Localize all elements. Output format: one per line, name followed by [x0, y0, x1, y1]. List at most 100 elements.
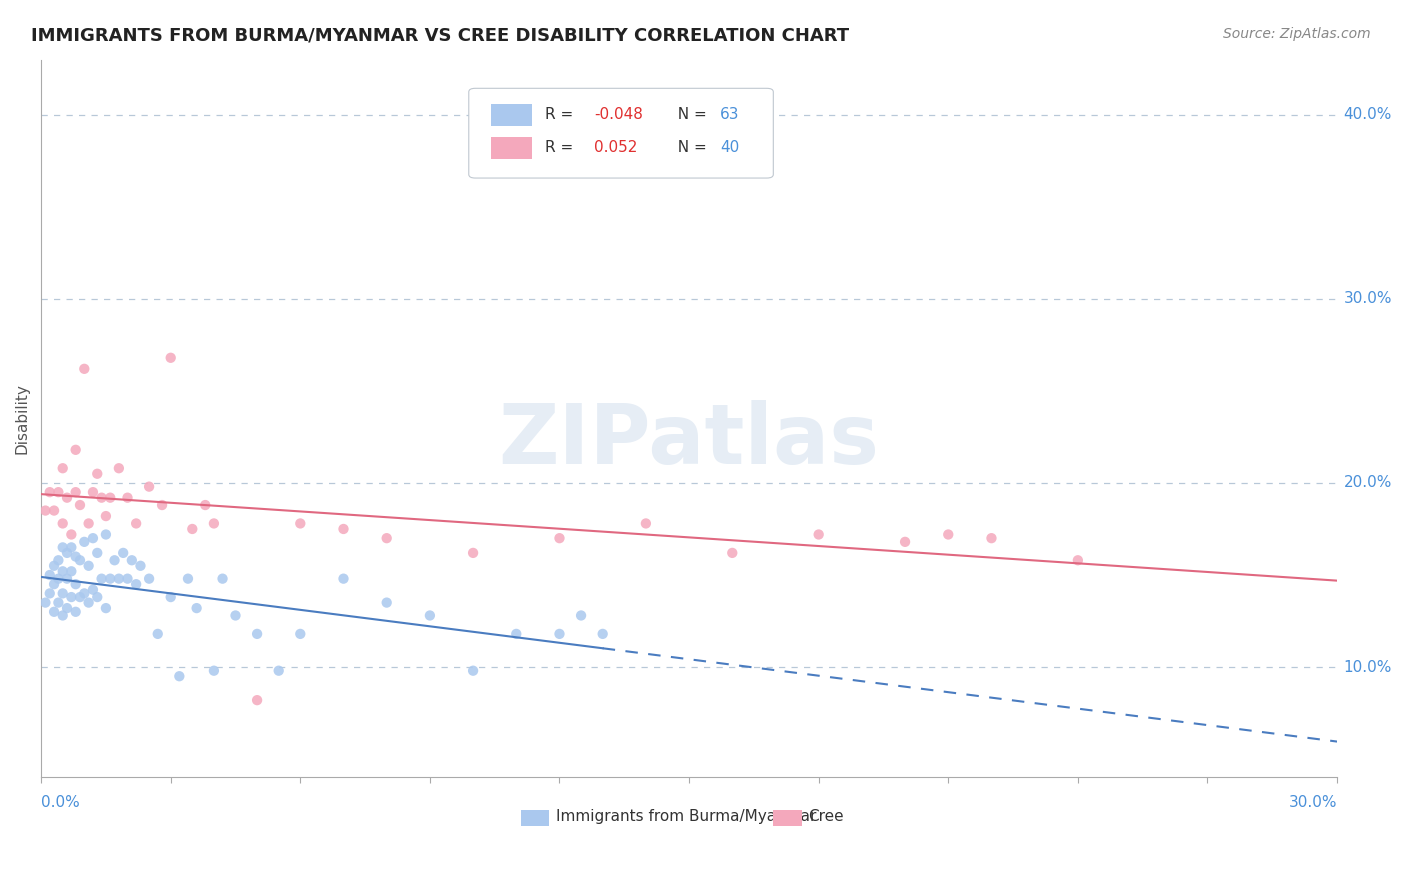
Point [94, 601, 117, 615]
Point [56, 572, 79, 586]
Point [117, 572, 139, 586]
Point [112, 546, 135, 560]
Point [375, 531, 398, 545]
Point [52, 461, 75, 475]
Point [73, 534, 96, 549]
Point [60, 590, 83, 604]
Point [159, 351, 181, 365]
Text: Source: ZipAtlas.com: Source: ZipAtlas.com [1223, 27, 1371, 41]
Point [52, 564, 75, 578]
Point [90, 572, 112, 586]
Point [108, 461, 131, 475]
Point [82, 531, 104, 545]
Text: 63: 63 [720, 107, 740, 122]
Point [65, 605, 87, 619]
Point [1067, 553, 1090, 567]
Point [894, 534, 917, 549]
Point [98, 572, 121, 586]
FancyBboxPatch shape [773, 810, 801, 826]
Point [461, 664, 484, 678]
Text: 10.0%: 10.0% [1344, 659, 1392, 674]
Point [129, 558, 152, 573]
Point [34, 503, 56, 517]
Point [246, 693, 269, 707]
FancyBboxPatch shape [491, 137, 533, 159]
Point [186, 601, 208, 615]
Point [807, 527, 830, 541]
Point [42, 503, 65, 517]
Text: 30.0%: 30.0% [1288, 796, 1337, 811]
Point [60, 564, 83, 578]
Point [194, 498, 217, 512]
Point [548, 531, 571, 545]
Point [211, 572, 233, 586]
Point [980, 531, 1002, 545]
Point [52, 608, 75, 623]
Point [60, 527, 83, 541]
Point [77, 516, 100, 531]
Point [332, 522, 354, 536]
Point [52, 541, 75, 555]
Text: R =: R = [546, 140, 583, 155]
Point [48, 572, 70, 586]
Point [48, 596, 70, 610]
Point [48, 553, 70, 567]
Point [90, 491, 112, 505]
Text: 0.0%: 0.0% [41, 796, 80, 811]
Point [419, 608, 441, 623]
Point [548, 627, 571, 641]
Point [569, 608, 592, 623]
Point [56, 546, 79, 560]
Point [48, 485, 70, 500]
Point [98, 491, 121, 505]
Point [65, 485, 87, 500]
Point [169, 669, 191, 683]
Point [332, 572, 354, 586]
Point [125, 516, 148, 531]
Text: 20.0%: 20.0% [1344, 475, 1392, 491]
Point [290, 627, 312, 641]
Point [65, 577, 87, 591]
Point [267, 664, 290, 678]
Point [592, 627, 614, 641]
Point [94, 527, 117, 541]
Point [177, 572, 200, 586]
Point [121, 553, 143, 567]
Text: N =: N = [668, 107, 711, 122]
Point [77, 596, 100, 610]
Text: -0.048: -0.048 [595, 107, 644, 122]
Text: 30.0%: 30.0% [1344, 292, 1392, 306]
Point [65, 549, 87, 564]
Text: 40: 40 [720, 140, 740, 155]
Point [202, 664, 225, 678]
Text: N =: N = [668, 140, 711, 155]
Point [375, 596, 398, 610]
Point [69, 553, 91, 567]
Point [94, 509, 117, 524]
Point [117, 491, 139, 505]
Point [146, 627, 169, 641]
Point [103, 553, 125, 567]
Text: 0.052: 0.052 [595, 140, 638, 155]
FancyBboxPatch shape [520, 810, 550, 826]
Point [634, 516, 657, 531]
Text: Immigrants from Burma/Myanmar: Immigrants from Burma/Myanmar [555, 809, 815, 824]
FancyBboxPatch shape [468, 88, 773, 178]
Point [60, 541, 83, 555]
Point [82, 485, 104, 500]
Point [224, 608, 246, 623]
FancyBboxPatch shape [491, 104, 533, 126]
Point [42, 558, 65, 573]
Point [505, 627, 527, 641]
Point [936, 527, 959, 541]
Point [69, 498, 91, 512]
Point [721, 546, 744, 560]
Point [52, 516, 75, 531]
Point [73, 586, 96, 600]
Point [461, 546, 484, 560]
Text: IMMIGRANTS FROM BURMA/MYANMAR VS CREE DISABILITY CORRELATION CHART: IMMIGRANTS FROM BURMA/MYANMAR VS CREE DI… [31, 27, 849, 45]
Point [290, 516, 312, 531]
Y-axis label: Disability: Disability [15, 383, 30, 454]
Point [38, 586, 60, 600]
Point [82, 582, 104, 597]
